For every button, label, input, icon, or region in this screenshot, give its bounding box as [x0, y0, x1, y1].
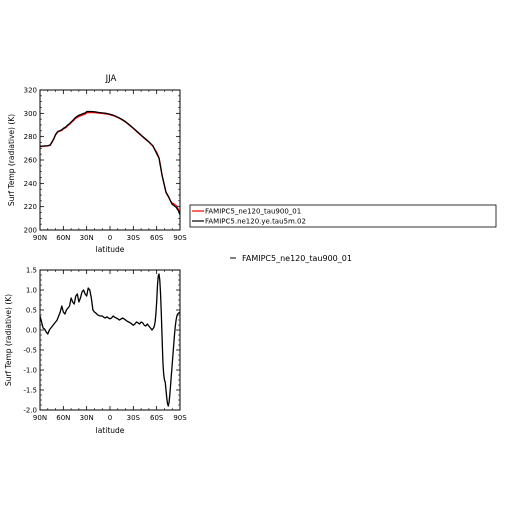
bottom-y-tick-labels: -2.0 -1.5 -1.0 -0.5 0.0 0.5 1.0 1.5 — [23, 267, 37, 415]
bottom-x-tick-label: 90S — [173, 414, 187, 422]
top-series-line-1 — [39, 111, 181, 214]
top-x-tick-label: 30S — [127, 234, 141, 242]
top-y-tick-label: 240 — [24, 180, 37, 188]
bottom-x-tick-label: 60N — [56, 414, 70, 422]
bottom-y-tick-label: -1.5 — [23, 387, 37, 395]
legend-frame — [189, 204, 497, 228]
top-y-tick-label: 260 — [24, 157, 37, 165]
bottom-x-axis-label: latitude — [96, 426, 125, 435]
bottom-x-tick-label: 0 — [108, 414, 112, 422]
top-y-axis-label: Surf Temp (radiative) (K) — [7, 114, 16, 206]
bottom-y-tick-label: -0.5 — [23, 347, 37, 355]
bottom-series-line-1 — [39, 273, 181, 407]
top-y-tick-label: 320 — [24, 87, 37, 95]
bottom-x-tick-labels: 90N 60N 30N 0 30S 60S 90S — [33, 414, 187, 422]
top-x-tick-label: 0 — [108, 234, 112, 242]
top-y-tick-label: 220 — [24, 203, 37, 211]
top-chart-title: JJA — [105, 74, 117, 84]
top-y-tick-label: 300 — [24, 110, 37, 118]
bottom-series-group — [39, 273, 181, 407]
top-x-tick-labels: 90N 60N 30N 0 30S 60S 90S — [33, 234, 187, 242]
legend-box: FAMIPC5_ne120_tau900_01 FAMIPC5.ne120.ye… — [189, 204, 497, 228]
bottom-legend-label: FAMIPC5_ne120_tau900_01 — [242, 254, 352, 263]
top-series-group — [39, 110, 181, 216]
bottom-plot-frame — [39, 269, 181, 411]
top-x-tick-label: 90N — [33, 234, 47, 242]
top-x-tick-label: 30N — [80, 234, 94, 242]
bottom-x-tick-label: 60S — [150, 414, 164, 422]
bottom-y-tick-label: 0.5 — [26, 307, 37, 315]
top-x-tick-label: 60S — [150, 234, 164, 242]
bottom-x-tick-label: 30N — [80, 414, 94, 422]
top-y-tick-label: 200 — [24, 227, 37, 235]
top-panel: JJA 200 220 240 260 280 300 320 90N 60N 30N 0 30S 6… — [7, 74, 187, 254]
top-y-tick-label: 280 — [24, 133, 37, 141]
bottom-y-tick-label: 0.0 — [26, 327, 37, 335]
top-plot-frame — [39, 89, 181, 231]
legend-label-series-1: FAMIPC5_ne120_tau900_01 — [205, 208, 301, 216]
legend-label-series-2: FAMIPC5.ne120.ye.tau5m.02 — [205, 218, 306, 226]
bottom-y-tick-label: -1.0 — [23, 367, 37, 375]
bottom-y-tick-label: 1.5 — [26, 267, 37, 275]
bottom-x-tick-label: 90N — [33, 414, 47, 422]
top-x-tick-label: 90S — [173, 234, 187, 242]
bottom-y-tick-label: -2.0 — [23, 407, 37, 415]
bottom-y-axis-label: Surf Temp (radiative) (K) — [4, 294, 13, 386]
bottom-y-tick-label: 1.0 — [26, 287, 37, 295]
top-series-line-2 — [39, 110, 181, 216]
bottom-axis-ticks — [39, 269, 181, 411]
top-x-axis-label: latitude — [96, 245, 125, 254]
top-x-tick-label: 60N — [56, 234, 70, 242]
top-y-tick-labels: 200 220 240 260 280 300 320 — [24, 87, 37, 235]
bottom-legend: FAMIPC5_ne120_tau900_01 — [230, 254, 352, 263]
bottom-panel: -2.0 -1.5 -1.0 -0.5 0.0 0.5 1.0 1.5 90N 60N 30N 0 3… — [4, 267, 187, 436]
bottom-x-tick-label: 30S — [127, 414, 141, 422]
